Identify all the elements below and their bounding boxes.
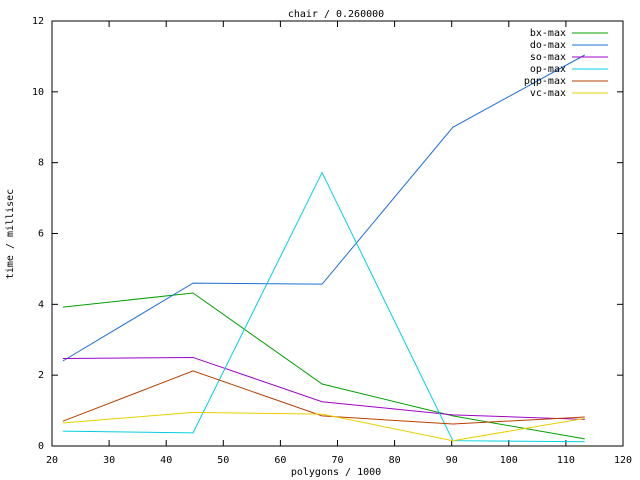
y-tick-label: 4 [38,299,44,310]
y-tick-label: 12 [32,16,44,27]
y-tick-label: 10 [32,87,44,98]
x-tick-label: 20 [46,455,58,466]
x-tick-label: 100 [500,455,518,466]
x-tick-label: 40 [160,455,172,466]
series-line [62,411,585,442]
series-line [62,292,585,440]
legend-label: do-max [530,40,566,51]
series-line [62,370,585,425]
y-tick-label: 0 [38,441,44,452]
y-tick-label: 8 [38,158,44,169]
y-tick-label: 2 [38,370,44,381]
y-axis-label: time / millisec [5,189,16,279]
x-tick-label: 60 [274,455,286,466]
x-tick-label: 120 [614,455,632,466]
x-tick-label: 90 [446,455,458,466]
chart-title: chair / 0.260000 [288,9,384,20]
x-tick-label: 110 [557,455,575,466]
x-tick-label: 30 [103,455,115,466]
x-tick-label: 80 [389,455,401,466]
series-line [62,356,585,420]
legend-label: pqp-max [524,76,566,87]
legend-label: op-max [530,64,566,75]
x-tick-label: 50 [217,455,229,466]
series-line [62,54,585,362]
x-tick-label: 70 [331,455,343,466]
legend-label: vc-max [530,88,566,99]
legend-label: so-max [530,52,566,63]
y-tick-label: 6 [38,229,44,240]
series-line [62,171,585,443]
legend-label: bx-max [530,28,566,39]
x-axis-label: polygons / 1000 [291,467,381,478]
